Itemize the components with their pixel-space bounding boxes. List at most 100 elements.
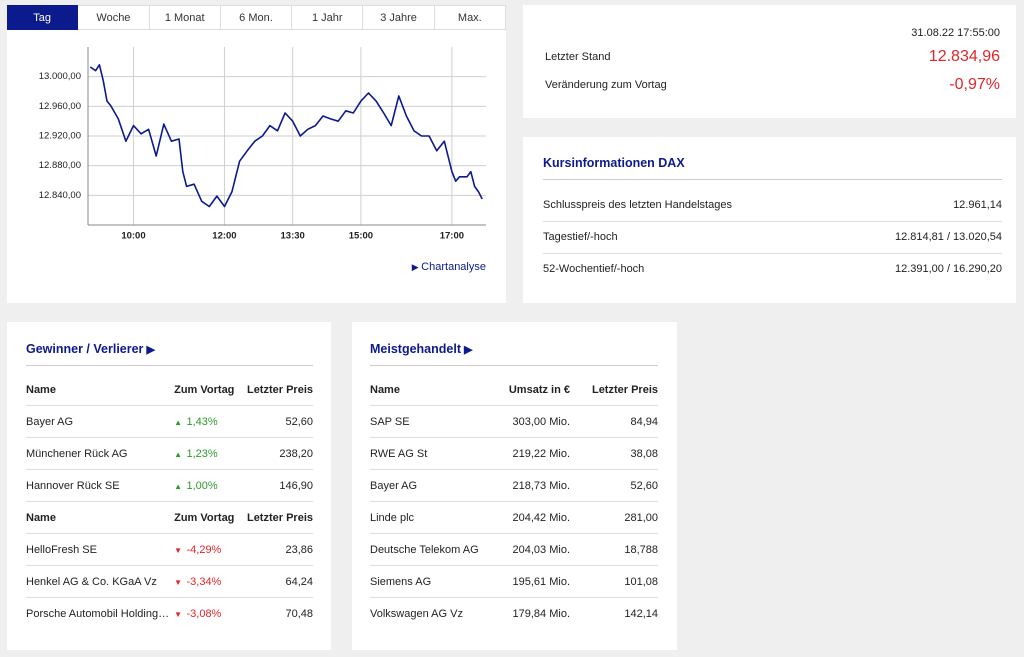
y-tick-label: 13.000,00: [39, 71, 81, 82]
name-cell: Bayer AG: [370, 469, 500, 502]
chart-panel: Tag Woche 1 Monat 6 Mon. 1 Jahr 3 Jahre Max. 1…: [7, 5, 506, 303]
chart-link[interactable]: Chartanalyse: [412, 261, 486, 273]
value-cell: -3,08%: [174, 598, 247, 630]
value-cell: 38,08: [570, 437, 658, 470]
table-row: Münchener Rück AG1,23%238,20: [26, 437, 313, 470]
name-cell: Henkel AG & Co. KGaA Vz: [26, 565, 175, 598]
value-cell: 238,20: [246, 437, 313, 470]
name-cell: Hannover Rück SE: [26, 469, 175, 502]
table-header: Name Zum Vortag Letzter Preis: [26, 374, 313, 406]
table-row: Deutsche Telekom AG 204,03 Mio. 18,788: [370, 533, 658, 566]
info-panel: Kursinformationen DAX Schlusspreis des l…: [523, 137, 1016, 303]
most-traded-table: Name Umsatz in € Letzter Preis SAP SE 303,00…: [370, 374, 658, 629]
x-tick-label: 13:30: [281, 231, 305, 242]
value-cell: 52,60: [570, 469, 658, 502]
value-cell: 142,14: [624, 607, 658, 620]
name-cell: HelloFresh SE: [26, 533, 175, 566]
x-tick-label: 15:00: [349, 231, 373, 242]
value-cell: 64,24: [246, 565, 313, 598]
y-tick-label: 12.840,00: [39, 190, 81, 201]
value-cell: 52,60: [246, 405, 313, 438]
table-row: Siemens AG 195,61 Mio. 101,08: [370, 565, 658, 598]
name-cell: Porsche Automobil Holding…: [26, 607, 170, 620]
price-line: [89, 64, 483, 208]
value-cell: 281,00: [570, 501, 658, 534]
value-cell: 23,86: [246, 533, 313, 566]
quote-row: Letzter Stand 12.834,96: [545, 43, 1000, 71]
chart: 12.840,00 12.880,00 12.920,00 12.960,00 13.0…: [39, 47, 486, 242]
column-header: Zum Vortag: [174, 374, 247, 406]
table-row: SAP SE 303,00 Mio. 84,94: [370, 405, 658, 438]
table-row: RWE AG St 219,22 Mio. 38,08: [370, 437, 658, 470]
value-cell: 204,03 Mio.: [500, 533, 570, 566]
value-cell: 204,42 Mio.: [500, 501, 570, 534]
info-label: Schlusspreis des letzten Handelstages: [543, 199, 732, 211]
column-header: Zum Vortag: [174, 501, 247, 534]
range-tab[interactable]: 1 Jahr: [292, 5, 364, 30]
range-tab[interactable]: 1 Monat: [149, 5, 221, 30]
table-row: HelloFresh SE-4,29%23,86: [26, 533, 313, 566]
y-tick-label: 12.920,00: [39, 131, 81, 142]
y-tick-label: 12.960,00: [39, 101, 81, 112]
value-cell: -4,29%: [174, 533, 247, 566]
table-row: Henkel AG & Co. KGaA Vz-3,34%64,24: [26, 565, 313, 598]
name-cell: Deutsche Telekom AG: [370, 533, 500, 566]
range-tab[interactable]: Max.: [434, 5, 506, 30]
column-header: Name: [26, 501, 175, 534]
most-traded-title[interactable]: Meistgehandelt: [370, 342, 658, 366]
value-cell: 218,73 Mio.: [500, 469, 570, 502]
info-title: Kursinformationen DAX: [543, 156, 1002, 180]
quote-value: -0,97%: [949, 76, 1000, 93]
table-row: Bayer AG 218,73 Mio. 52,60: [370, 469, 658, 502]
column-header: Letzter Preis: [570, 374, 658, 406]
name-cell: Linde plc: [370, 501, 500, 534]
info-row: Tagestief/-hoch 12.814,81 / 13.020,54: [543, 221, 1002, 254]
column-header: Name: [26, 374, 175, 406]
x-tick-label: 17:00: [440, 231, 464, 242]
value-cell: 219,22 Mio.: [500, 437, 570, 470]
value-cell: 1,00%: [174, 469, 247, 502]
table-row: Linde plc 204,42 Mio. 281,00: [370, 501, 658, 534]
name-cell: Siemens AG: [370, 565, 500, 598]
quote-row: Veränderung zum Vortag -0,97%: [545, 71, 1000, 99]
value-cell: 84,94: [570, 405, 658, 438]
value-cell: 179,84 Mio.: [512, 607, 570, 620]
movers-title[interactable]: Gewinner / Verlierer: [26, 342, 313, 366]
range-tab[interactable]: 3 Jahre: [363, 5, 435, 30]
table-row: Porsche Automobil Holding… -3,08% 70,48: [26, 598, 313, 630]
name-cell: Münchener Rück AG: [26, 437, 175, 470]
range-tab[interactable]: 6 Mon.: [220, 5, 293, 30]
info-row: 52-Wochentief/-hoch 12.391,00 / 16.290,20: [543, 253, 1002, 285]
value-cell: 1,43%: [174, 405, 247, 438]
timestamp: 31.08.22 17:55:00: [911, 27, 1000, 39]
info-label: Tagestief/-hoch: [543, 231, 618, 243]
table-header: Name Umsatz in € Letzter Preis: [370, 374, 658, 406]
quote-label: Veränderung zum Vortag: [545, 79, 667, 91]
value-cell: 195,61 Mio.: [500, 565, 570, 598]
quote-label: Letzter Stand: [545, 51, 611, 63]
quote-panel: 31.08.22 17:55:00 Letzter Stand 12.834,9…: [523, 5, 1016, 118]
value-cell: 1,23%: [174, 437, 247, 470]
name-cell: Volkswagen AG Vz: [370, 607, 463, 620]
value-cell: -3,34%: [174, 565, 247, 598]
range-tab[interactable]: Woche: [78, 5, 150, 30]
column-header: Name: [370, 374, 500, 406]
value-cell: 303,00 Mio.: [500, 405, 570, 438]
y-tick-label: 12.880,00: [39, 160, 81, 171]
table-row: Hannover Rück SE1,00%146,90: [26, 469, 313, 502]
column-header: Letzter Preis: [246, 501, 313, 534]
value-cell: 70,48: [285, 607, 313, 620]
value-cell: 146,90: [246, 469, 313, 502]
info-row: Schlusspreis des letzten Handelstages 12.…: [543, 189, 1002, 222]
range-tab[interactable]: Tag: [7, 5, 79, 30]
table-row: Bayer AG1,43%52,60: [26, 405, 313, 438]
name-cell: RWE AG St: [370, 437, 500, 470]
quote-value: 12.834,96: [928, 48, 1000, 65]
name-cell: SAP SE: [370, 405, 500, 438]
info-label: 52-Wochentief/-hoch: [543, 263, 645, 275]
